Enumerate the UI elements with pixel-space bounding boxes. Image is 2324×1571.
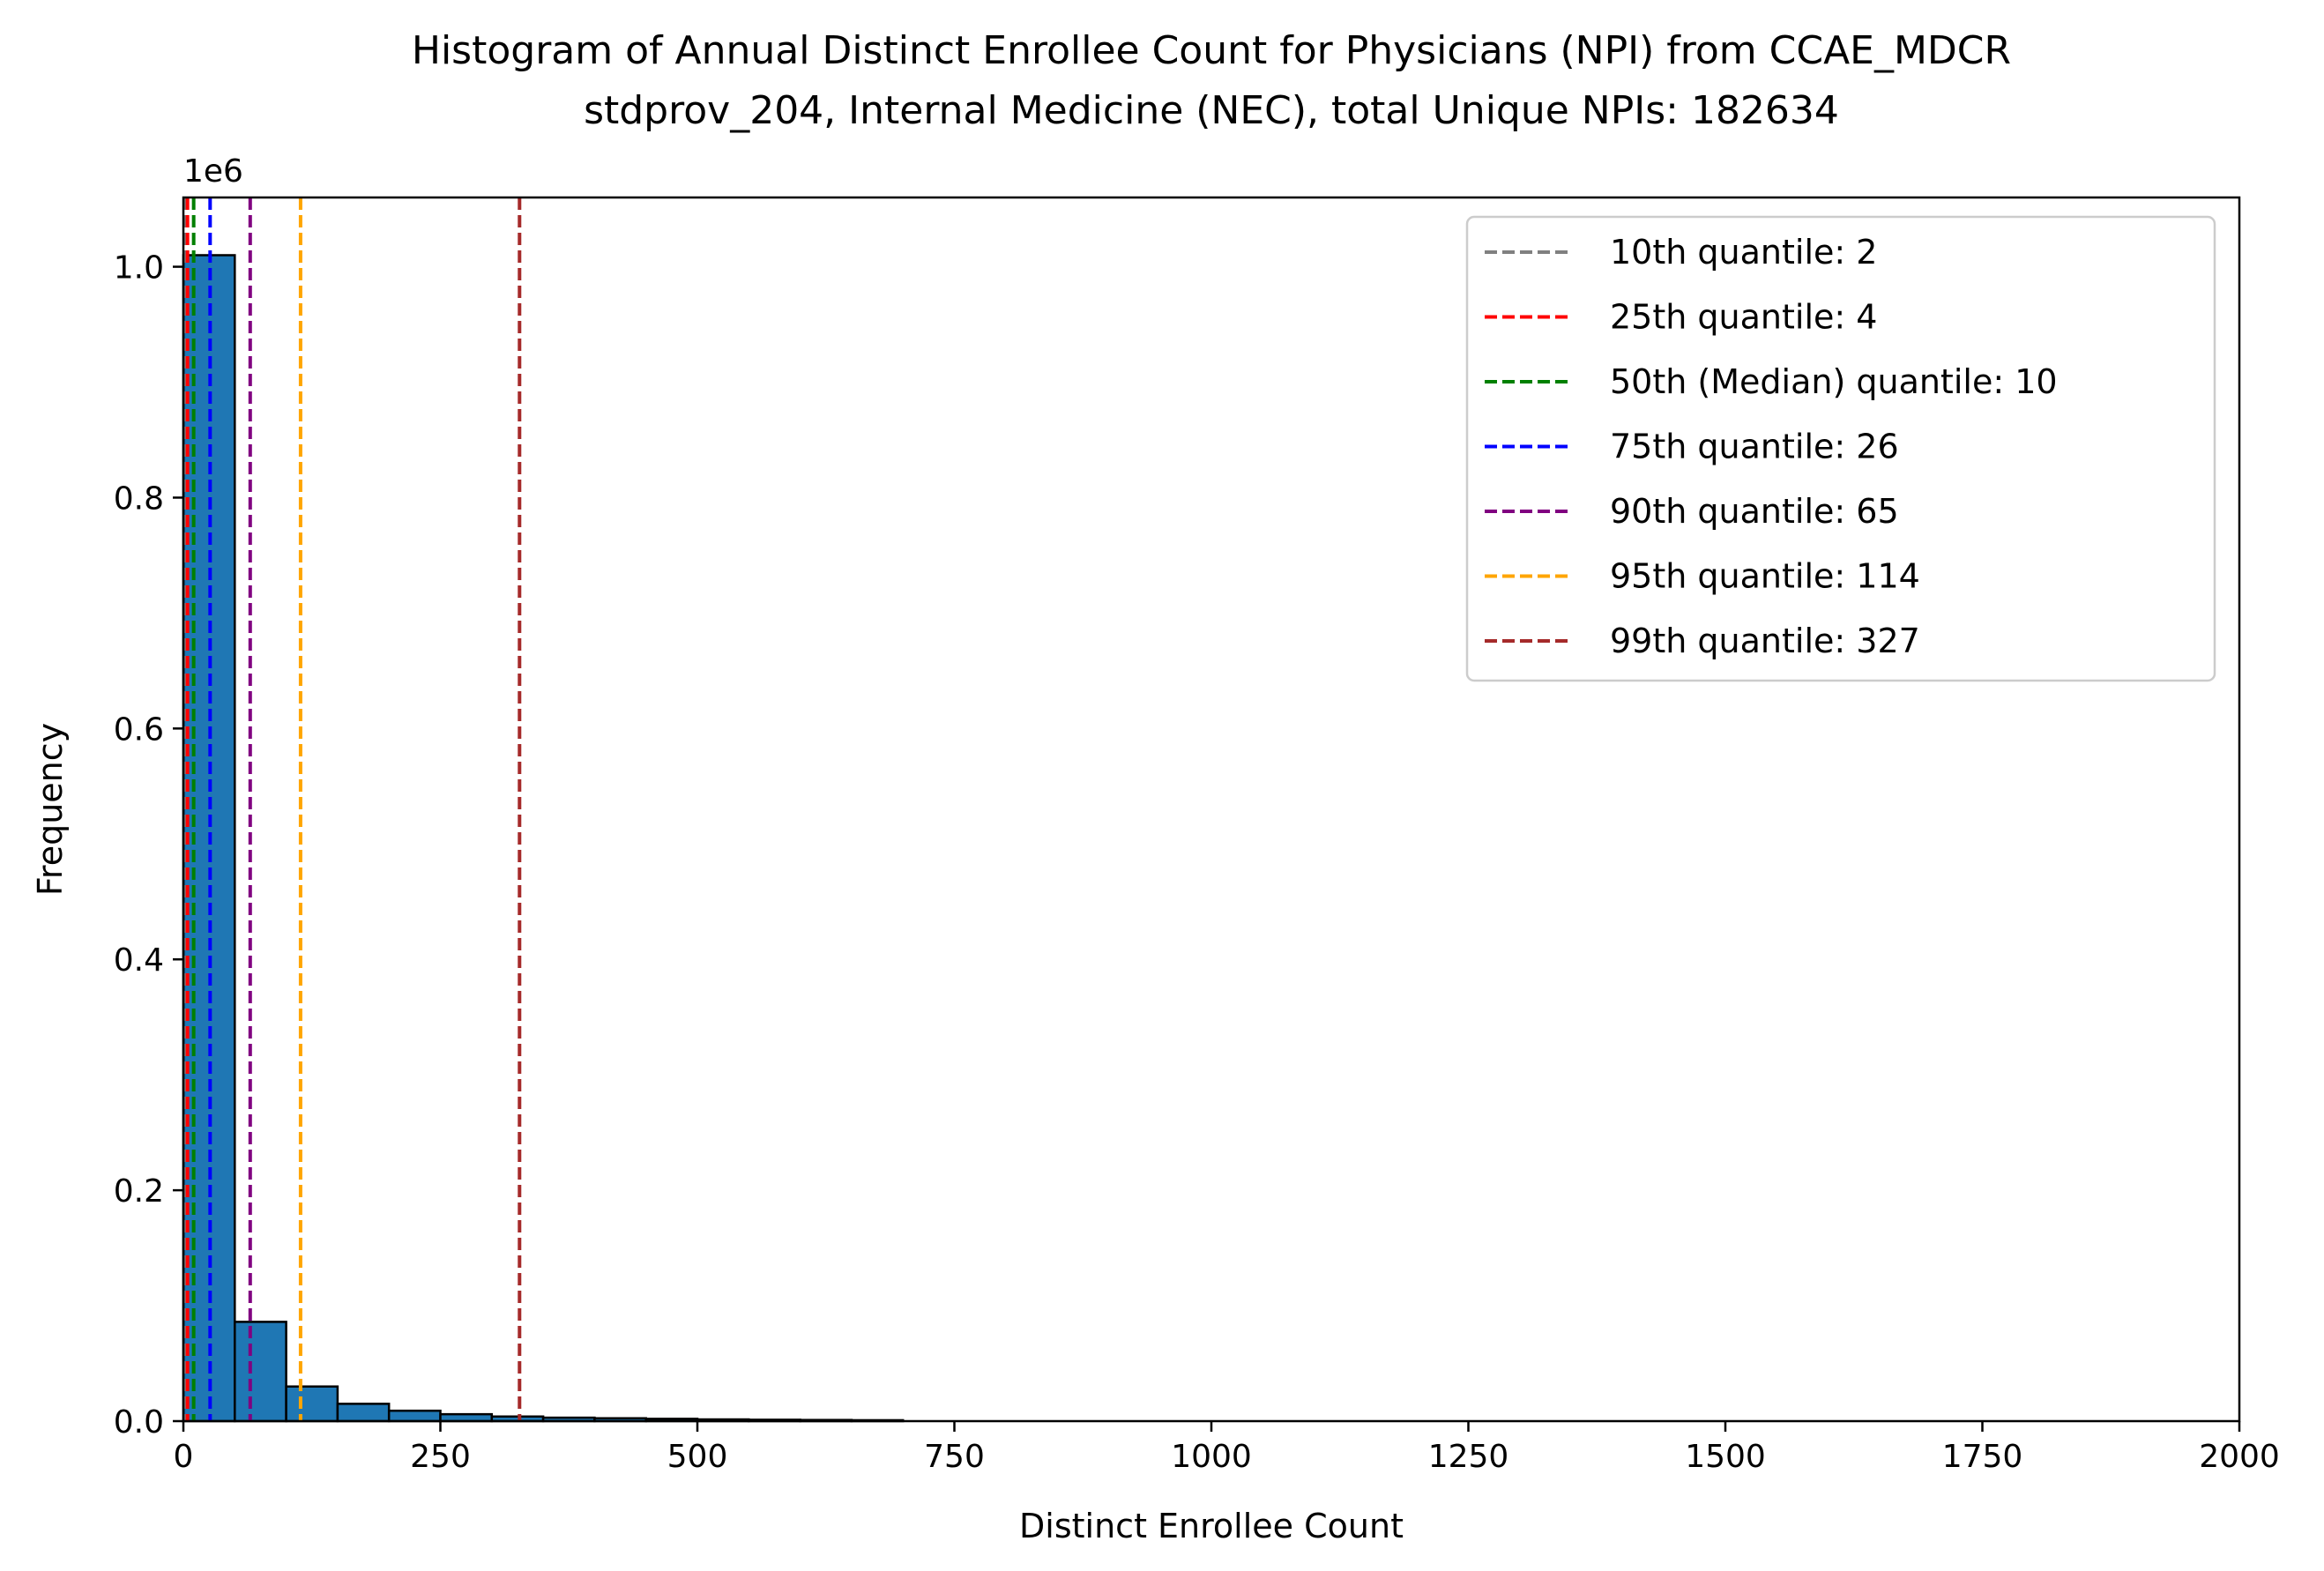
legend-label-6: 99th quantile: 327 [1610,622,1920,660]
histogram-bar-1 [234,1321,287,1423]
x-tick-label-7: 1750 [1942,1439,2023,1475]
chart-subtitle: stdprov_204, Internal Medicine (NEC), to… [584,88,1839,133]
histogram-bar-3 [336,1403,391,1423]
histogram-bar-2 [285,1385,339,1423]
y-tick-label-1: 0.2 [114,1173,164,1210]
legend-label-5: 95th quantile: 114 [1610,557,1920,596]
x-tick-label-0: 0 [174,1439,194,1475]
x-tick-label-6: 1500 [1685,1439,1766,1475]
x-tick-label-3: 750 [924,1439,985,1475]
y-axis-label: Frequency [31,723,70,896]
y-tick-label-2: 0.4 [114,942,164,979]
x-axis-ticks: 0 250 500 750 1000 1250 1500 1750 2000 [174,1421,2280,1475]
x-tick-label-1: 250 [410,1439,471,1475]
chart-title: Histogram of Annual Distinct Enrollee Co… [412,28,2011,73]
x-tick-label-2: 500 [667,1439,728,1475]
histogram-bar-4 [387,1409,442,1423]
legend: 10th quantile: 2 25th quantile: 4 50th (Me… [1465,215,2216,682]
x-tick-label-4: 1000 [1171,1439,1252,1475]
legend-label-1: 25th quantile: 4 [1610,298,1877,337]
y-tick-label-3: 0.6 [114,711,164,748]
y-tick-label-4: 0.8 [114,480,164,517]
y-offset-text: 1e6 [183,153,243,190]
legend-label-3: 75th quantile: 26 [1610,428,1899,466]
quantile-lines [183,197,522,1421]
histogram-bars [182,254,905,1423]
x-axis-label: Distinct Enrollee Count [1019,1507,1404,1545]
legend-label-0: 10th quantile: 2 [1610,233,1877,272]
legend-box [1465,215,2216,682]
y-tick-label-0: 0.0 [114,1404,164,1441]
legend-label-4: 90th quantile: 65 [1610,492,1899,531]
y-axis-ticks: 0.0 0.2 0.4 0.6 0.8 1.0 [114,250,183,1441]
legend-label-2: 50th (Median) quantile: 10 [1610,362,2058,401]
x-tick-label-5: 1250 [1428,1439,1509,1475]
y-tick-label-5: 1.0 [114,250,164,287]
x-tick-label-8: 2000 [2199,1439,2280,1475]
